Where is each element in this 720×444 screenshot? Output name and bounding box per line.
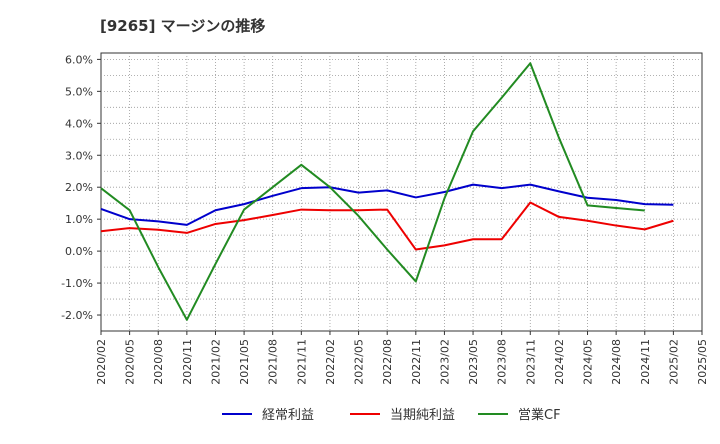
plot-frame	[100, 52, 703, 332]
x-tick-label: 2020/05	[124, 339, 137, 385]
series-line-1	[100, 201, 674, 251]
x-tick-label: 2024/05	[582, 339, 595, 385]
x-tick-label: 2023/02	[438, 339, 451, 385]
x-tick-label: 2024/02	[553, 339, 566, 385]
x-axis: 2020/02 2020/05 2020/08 2020/11 2021/02 2021/…	[95, 331, 709, 385]
x-tick-label: 2022/05	[353, 339, 366, 385]
y-tick-label: 1.0%	[65, 213, 93, 226]
grid	[100, 52, 703, 332]
x-tick-label: 2021/05	[238, 339, 251, 385]
x-tick-label: 2020/08	[152, 339, 165, 385]
y-tick-label: 0.0%	[65, 245, 93, 258]
legend-label-1: 当期純利益	[390, 408, 455, 423]
legend-label-2: 営業CF	[518, 407, 561, 423]
x-tick-label: 2024/08	[610, 339, 623, 385]
x-tick-label: 2022/11	[410, 339, 423, 385]
series-line-2	[100, 62, 645, 321]
y-tick-label: 3.0%	[65, 149, 93, 162]
y-tick-label: -2.0%	[61, 309, 93, 322]
x-tick-label: 2023/08	[496, 339, 509, 385]
y-axis: -2.0% -1.0% 0.0% 1.0% 2.0% 3.0% 4.0% 5.0% 6.0%	[61, 53, 101, 322]
x-tick-label: 2025/05	[696, 339, 709, 385]
series-line-0	[100, 183, 674, 226]
x-tick-label: 2022/02	[324, 339, 337, 385]
x-tick-label: 2021/02	[209, 339, 222, 385]
x-tick-label: 2021/11	[295, 339, 308, 385]
series-lines	[100, 62, 674, 321]
y-tick-label: 5.0%	[65, 85, 93, 98]
chart-title: [9265] マージンの推移	[100, 17, 265, 35]
y-tick-label: -1.0%	[61, 277, 93, 290]
y-tick-label: 4.0%	[65, 117, 93, 130]
x-tick-label: 2023/05	[467, 339, 480, 385]
x-tick-label: 2023/11	[524, 339, 537, 385]
x-tick-label: 2020/02	[95, 339, 108, 385]
x-tick-label: 2020/11	[181, 339, 194, 385]
y-tick-label: 6.0%	[65, 53, 93, 66]
x-tick-label: 2025/02	[667, 339, 680, 385]
x-tick-label: 2024/11	[639, 339, 652, 385]
y-tick-label: 2.0%	[65, 181, 93, 194]
legend: 経常利益 当期純利益 営業CF	[222, 407, 561, 423]
x-tick-label: 2021/08	[267, 339, 280, 385]
x-tick-label: 2022/08	[381, 339, 394, 385]
legend-label-0: 経常利益	[262, 408, 314, 423]
